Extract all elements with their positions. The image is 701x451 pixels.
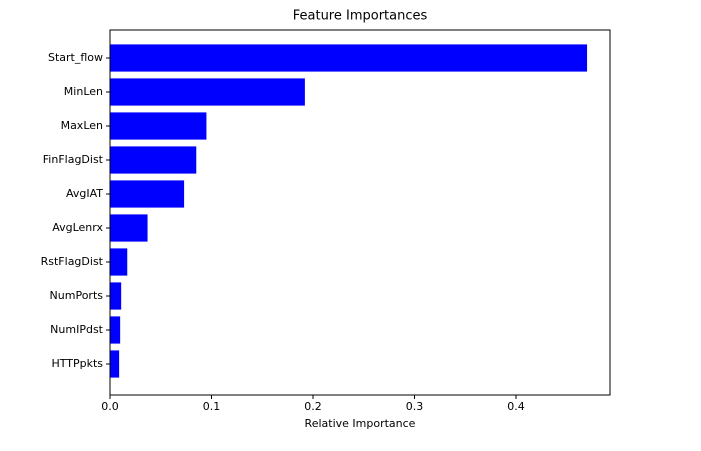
bar	[110, 44, 588, 72]
chart-title: Feature Importances	[293, 9, 428, 24]
bar	[110, 214, 148, 242]
x-tick-label: 0.4	[507, 400, 525, 413]
plot-frame	[109, 29, 611, 396]
bar	[110, 78, 305, 106]
y-tick-label: NumIPdst	[50, 323, 104, 336]
bar	[110, 146, 197, 174]
bar	[110, 180, 185, 208]
y-tick-label: AvgIAT	[66, 187, 103, 200]
bar	[110, 282, 122, 310]
x-tick-label: 0.0	[101, 400, 119, 413]
y-tick-label: Start_flow	[48, 51, 103, 64]
x-tick-label: 0.2	[304, 400, 322, 413]
bar	[110, 248, 128, 276]
y-tick-label: MinLen	[64, 85, 103, 98]
bar	[110, 112, 207, 140]
x-tick-label: 0.1	[203, 400, 221, 413]
bar	[110, 350, 120, 378]
y-tick-label: FinFlagDist	[43, 153, 104, 166]
y-tick-label: RstFlagDist	[41, 255, 104, 268]
y-tick-label: AvgLenrx	[52, 221, 103, 234]
x-tick-label: 0.3	[406, 400, 424, 413]
y-tick-label: NumPorts	[50, 289, 104, 302]
y-tick-label: HTTPpkts	[51, 357, 103, 370]
y-tick-label: MaxLen	[61, 119, 103, 132]
x-axis-label: Relative Importance	[305, 417, 416, 430]
bar	[110, 316, 121, 344]
